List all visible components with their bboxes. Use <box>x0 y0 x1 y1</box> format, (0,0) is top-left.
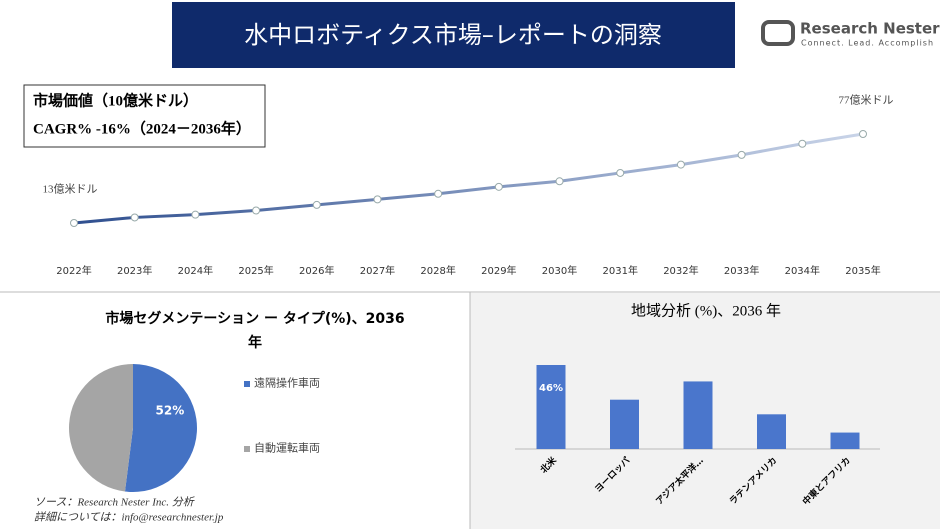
x-tick-label: 2026年 <box>299 264 334 277</box>
bar <box>830 432 860 449</box>
value-label: 13億米ドル <box>43 183 98 196</box>
bar <box>536 365 566 449</box>
logo-name: Research Nester <box>800 20 940 38</box>
x-tick-label: 2029年 <box>481 264 516 277</box>
chart-title: 年 <box>248 334 262 351</box>
series-line <box>73 132 864 225</box>
point <box>373 195 382 204</box>
chart-title: 地域分析 (%)、2036 年 <box>631 302 781 319</box>
title-banner <box>172 2 735 68</box>
x-tick-label: 2035年 <box>845 264 880 277</box>
point <box>252 206 261 215</box>
x-tick-label: 2033年 <box>724 264 759 277</box>
point <box>434 189 443 198</box>
point <box>312 200 321 209</box>
bar <box>610 399 639 449</box>
legend-label: 自動運転車両 <box>254 441 320 455</box>
chart-title: 市場セグメンテーション ー タイプ(%)、2036 <box>105 310 404 327</box>
bar <box>757 414 786 449</box>
legend-swatch <box>244 446 250 452</box>
point <box>676 160 685 169</box>
pie-slice <box>124 364 198 492</box>
point <box>555 177 564 186</box>
legend-label: 遠隔操作車両 <box>254 376 320 390</box>
info-box <box>23 84 266 148</box>
x-tick-label: 2032年 <box>663 264 698 277</box>
contact: 詳細については：info@researchnester.jp <box>34 511 224 524</box>
x-tick-label: 2027年 <box>360 264 395 277</box>
point <box>130 213 139 222</box>
x-tick-label: 2034年 <box>785 264 820 277</box>
logo-icon <box>761 20 795 46</box>
point <box>616 168 625 177</box>
title: 水中ロボティクス市場–レポートの洞察 <box>244 21 662 49</box>
info-text: CAGR% -16%（2024－2036年） <box>33 119 251 137</box>
x-tick-label: 2024年 <box>178 264 213 277</box>
pie-slice <box>69 364 133 492</box>
point <box>859 130 867 138</box>
x-tick-label: 2022年 <box>56 264 91 277</box>
bar <box>683 381 713 449</box>
x-tick-label: 2025年 <box>238 264 273 277</box>
source: ソース：Research Nester Inc. 分析 <box>34 496 196 509</box>
x-tick-label: 2028年 <box>420 264 455 277</box>
logo-tagline: Connect. Lead. Accomplish <box>801 39 934 48</box>
x-tick-label: 2030年 <box>542 264 577 277</box>
logo: Research Nester Connect. Lead. Accomplis… <box>761 20 940 48</box>
point <box>737 150 746 159</box>
x-tick-label: 2023年 <box>117 264 152 277</box>
value-label: 52% <box>156 403 185 417</box>
point <box>191 210 200 219</box>
legend-swatch <box>244 381 250 387</box>
x-tick-label: 2031年 <box>603 264 638 277</box>
point <box>494 182 503 191</box>
point <box>70 219 78 227</box>
value-label: 46% <box>539 383 563 394</box>
point <box>798 139 807 148</box>
info-text: 市場価値（10億米ドル） <box>33 91 198 109</box>
value-label: 77億米ドル <box>839 94 894 107</box>
